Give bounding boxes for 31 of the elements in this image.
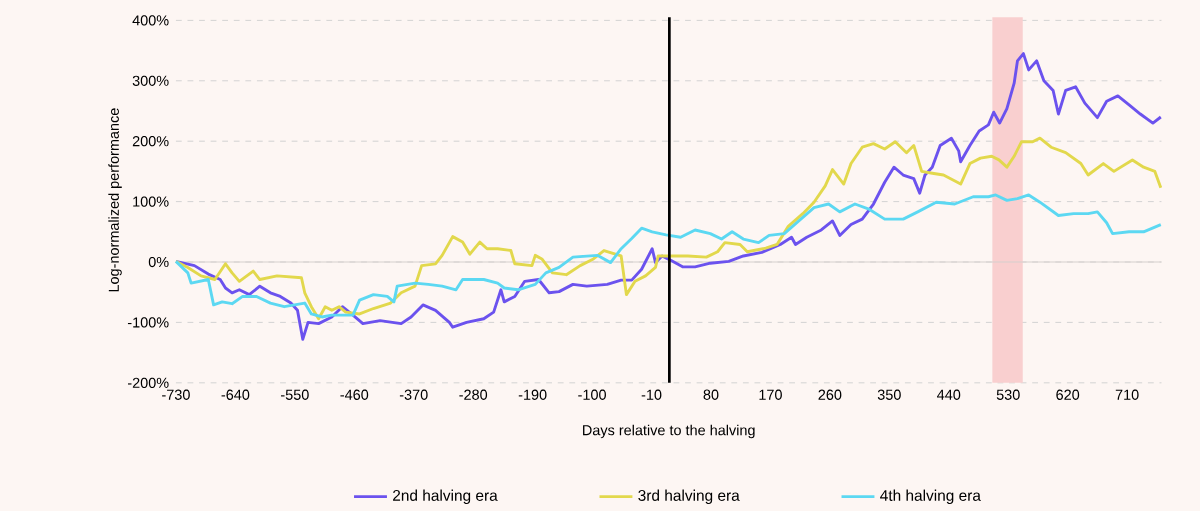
y-tick-label: 300% bbox=[132, 75, 169, 86]
y-tick-label: -100% bbox=[127, 317, 169, 328]
x-tick-label: -460 bbox=[340, 389, 369, 400]
x-tick-label: -370 bbox=[399, 389, 428, 400]
x-tick-label: -550 bbox=[281, 389, 309, 400]
x-tick-label: -10 bbox=[641, 389, 662, 400]
x-tick-label: 170 bbox=[759, 389, 782, 400]
x-tick-label: -190 bbox=[518, 389, 547, 400]
legend-label: 4th halving era bbox=[880, 489, 981, 504]
x-tick-label: -640 bbox=[221, 389, 250, 400]
y-tick-label: 200% bbox=[132, 135, 169, 147]
line-series bbox=[174, 51, 1163, 341]
x-tick-label: 710 bbox=[1115, 389, 1139, 400]
y-tick-label: -200% bbox=[127, 377, 169, 388]
x-axis-title: Days relative to the halving bbox=[583, 424, 755, 438]
x-tick-label: 80 bbox=[703, 389, 719, 400]
line-series bbox=[174, 193, 1163, 319]
x-tick-label: 620 bbox=[1056, 389, 1080, 400]
legend-label: 3rd halving era bbox=[638, 489, 740, 504]
y-tick-label: 400% bbox=[132, 15, 169, 26]
y-tick-label: 0% bbox=[148, 256, 169, 267]
x-tick-label: 350 bbox=[877, 389, 901, 400]
legend-label: 2nd halving era bbox=[393, 489, 498, 504]
x-tick-label: 440 bbox=[937, 389, 961, 400]
x-tick-label: 530 bbox=[996, 389, 1020, 400]
y-tick-label: 100% bbox=[133, 196, 169, 207]
x-tick-label: -100 bbox=[578, 389, 606, 400]
x-tick-label: -730 bbox=[162, 389, 190, 400]
x-tick-label: -280 bbox=[459, 389, 488, 400]
x-tick-label: 260 bbox=[818, 389, 842, 400]
y-axis-title: Log-normalized performance bbox=[108, 108, 122, 292]
